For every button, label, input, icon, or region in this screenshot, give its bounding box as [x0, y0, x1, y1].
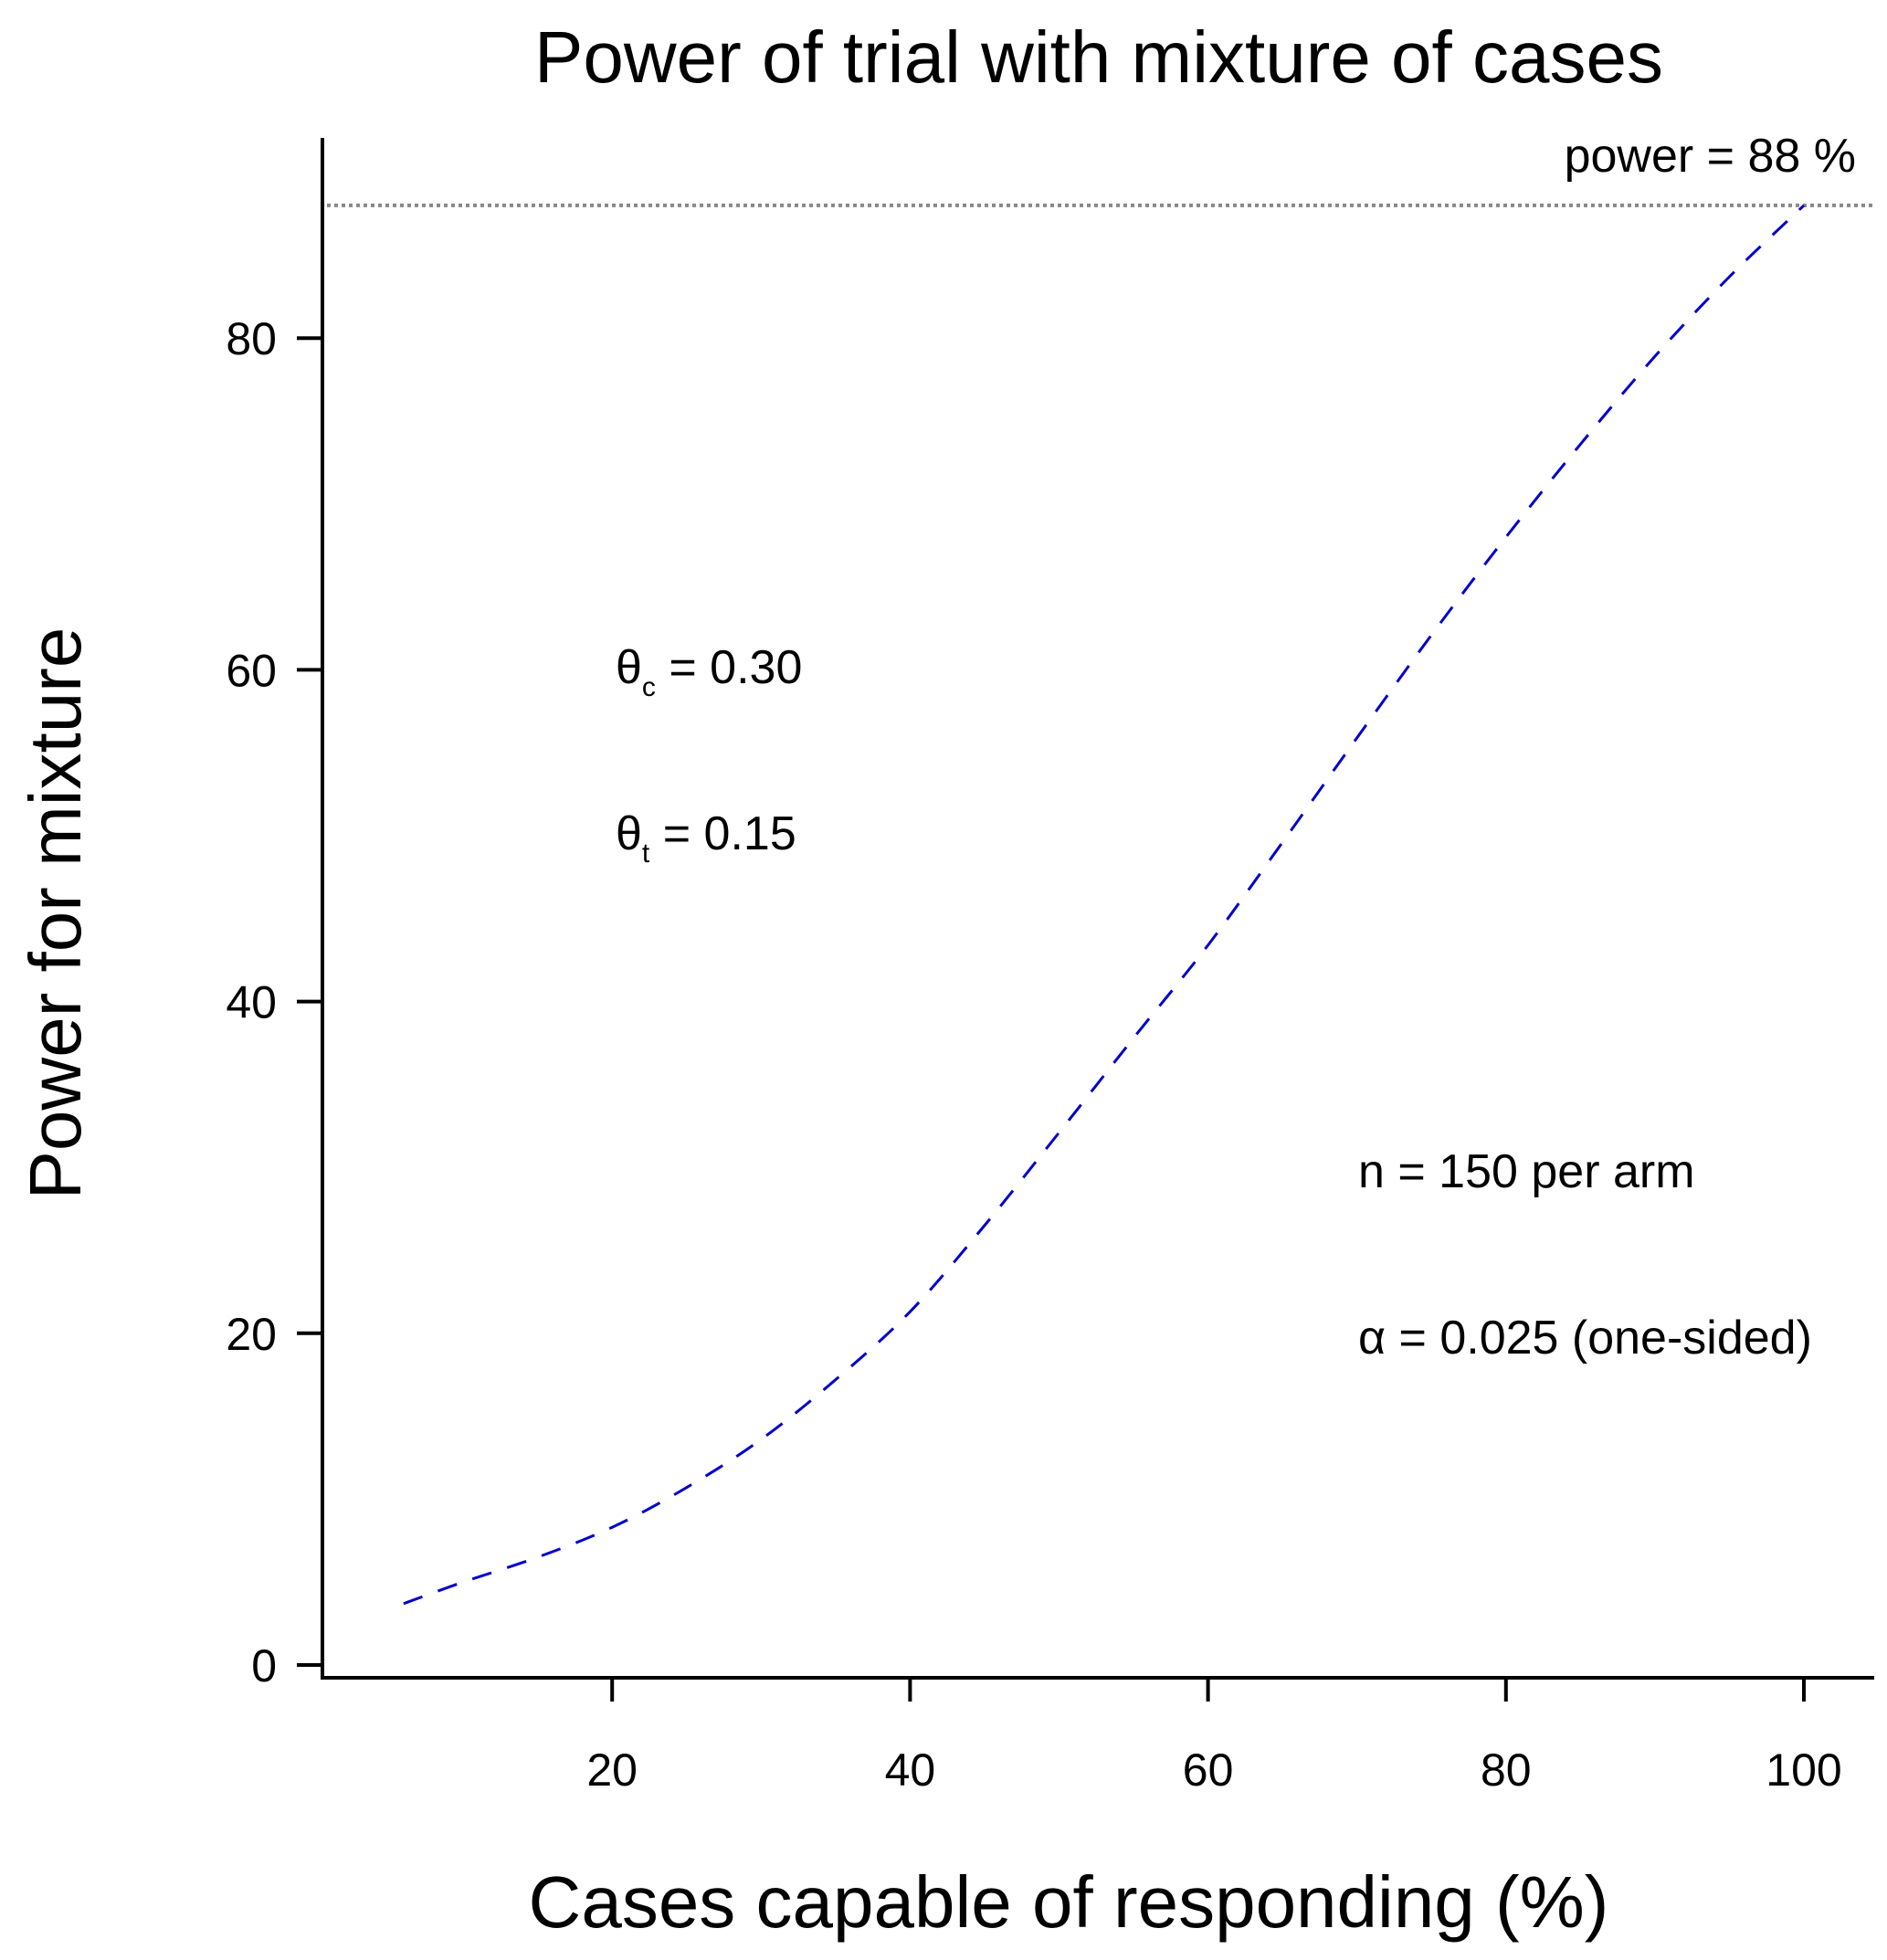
y-tick-label-20: 20 — [226, 1309, 277, 1360]
y-axis-label: Power for mixture — [15, 627, 96, 1200]
x-tick-label-80: 80 — [1481, 1744, 1532, 1796]
subscript-c: c — [642, 672, 656, 702]
y-ticks: 0 20 40 60 80 — [226, 313, 322, 1691]
data-point-15 — [536, 1555, 540, 1559]
theta-c-value: = 0.30 — [656, 641, 802, 694]
theta-symbol: θ — [616, 807, 642, 860]
annotation-theta-c: θc = 0.30 — [616, 641, 802, 702]
x-tick-label-100: 100 — [1766, 1744, 1841, 1796]
data-point-10 — [461, 1580, 465, 1584]
theta-t-value: = 0.15 — [649, 807, 796, 860]
subscript-t: t — [642, 838, 650, 869]
x-tick-label-60: 60 — [1183, 1744, 1234, 1796]
data-point-30 — [759, 1438, 763, 1441]
series-line-power — [403, 204, 1806, 1606]
x-tick-label-40: 40 — [885, 1744, 936, 1796]
annotation-n: n = 150 per arm — [1358, 1145, 1695, 1198]
theta-symbol: θ — [616, 641, 642, 694]
axes — [321, 138, 1874, 1680]
x-tick-label-20: 20 — [586, 1744, 638, 1796]
annotation-theta-t: θt = 0.15 — [616, 807, 796, 869]
y-tick-label-80: 80 — [226, 313, 277, 364]
chart-title: Power of trial with mixture of cases — [534, 16, 1663, 98]
y-tick-label-40: 40 — [226, 977, 277, 1028]
y-tick-label-60: 60 — [226, 645, 277, 696]
x-ticks: 20 40 60 80 100 — [586, 1678, 1842, 1796]
annotation-alpha: α = 0.025 (one-sided) — [1358, 1312, 1812, 1365]
reference-line-label: power = 88 % — [1565, 130, 1856, 183]
series-points — [402, 204, 1806, 1606]
data-point-65 — [1281, 840, 1284, 844]
data-point-55 — [1132, 1037, 1135, 1040]
x-axis-label: Cases capable of responding (%) — [529, 1861, 1609, 1943]
y-tick-label-0: 0 — [251, 1640, 277, 1691]
